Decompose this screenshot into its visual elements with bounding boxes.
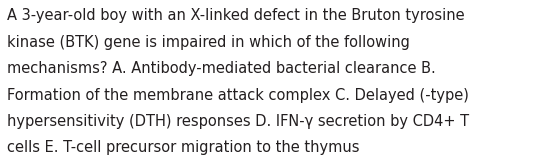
Text: mechanisms? A. Antibody-mediated bacterial clearance B.: mechanisms? A. Antibody-mediated bacteri… [7,61,436,76]
Text: kinase (BTK) gene is impaired in which of the following: kinase (BTK) gene is impaired in which o… [7,35,410,50]
Text: hypersensitivity (DTH) responses D. IFN-γ secretion by CD4+ T: hypersensitivity (DTH) responses D. IFN-… [7,114,469,129]
Text: cells E. T-cell precursor migration to the thymus: cells E. T-cell precursor migration to t… [7,140,360,155]
Text: Formation of the membrane attack complex C. Delayed (-type): Formation of the membrane attack complex… [7,88,469,103]
Text: A 3-year-old boy with an X-linked defect in the Bruton tyrosine: A 3-year-old boy with an X-linked defect… [7,8,465,23]
